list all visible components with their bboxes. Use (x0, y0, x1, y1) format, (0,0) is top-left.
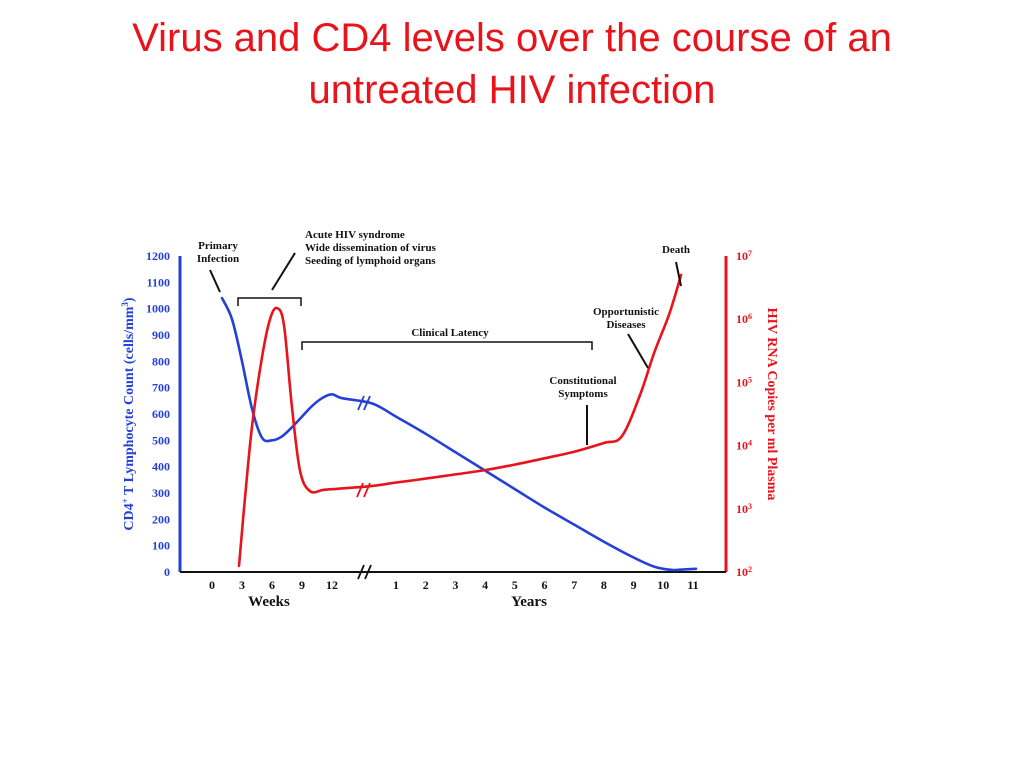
annotation-acute-hiv-syndrome: Wide dissemination of virus (305, 242, 437, 254)
left-tick-label: 100 (152, 539, 170, 553)
left-tick-label: 600 (152, 407, 170, 421)
x-unit-label-years: Years (511, 594, 547, 610)
x-tick-label-weeks: 9 (299, 578, 305, 592)
annotation-primary-infection: Primary (198, 240, 238, 252)
x-tick-label-years: 2 (423, 578, 429, 592)
x-tick-label-weeks: 0 (209, 578, 215, 592)
chart-axes (178, 256, 728, 580)
annotation-acute-hiv-syndrome: Seeding of lymphoid organs (305, 255, 436, 267)
left-tick-label: 200 (152, 512, 170, 526)
left-tick-label: 400 (152, 460, 170, 474)
x-tick-label-weeks: 3 (239, 578, 245, 592)
annotation-clinical-latency: Clinical Latency (411, 327, 489, 339)
x-tick-label-years: 11 (687, 578, 698, 592)
annotation-latency-bracket (301, 341, 593, 350)
annotation-opportunistic-diseases: Opportunistic (593, 306, 659, 318)
rna-break-mark (356, 482, 371, 498)
cd4-break-mark (357, 395, 371, 411)
x-tick-label-weeks: 6 (269, 578, 275, 592)
x-tick-label-years: 6 (542, 578, 548, 592)
x-axis-break-mark (357, 564, 372, 580)
right-tick-label: 103 (736, 501, 752, 516)
x-tick-label-years: 8 (601, 578, 607, 592)
slide-title: Virus and CD4 levels over the course of … (60, 12, 964, 116)
left-tick-label: 0 (164, 565, 170, 579)
left-tick-label: 300 (152, 486, 170, 500)
annotation-opportunistic-pointer (627, 333, 649, 369)
right-tick-label: 102 (736, 565, 752, 580)
x-tick-label-years: 5 (512, 578, 518, 592)
annotation-opportunistic-diseases: Diseases (606, 319, 646, 331)
right-tick-label: 106 (736, 312, 752, 327)
x-tick-label-years: 1 (393, 578, 399, 592)
x-tick-label-years: 4 (482, 578, 488, 592)
left-tick-label: 1100 (147, 275, 170, 289)
chart-series (220, 273, 698, 572)
left-tick-label: 900 (152, 328, 170, 342)
left-tick-label: 1000 (146, 302, 170, 316)
annotation-primary-infection: Infection (197, 253, 239, 265)
left-tick-label: 1200 (146, 249, 170, 263)
cd4-series-line (220, 296, 698, 572)
left-tick-label: 500 (152, 433, 170, 447)
x-tick-label-years: 7 (571, 578, 577, 592)
left-tick-label: 800 (152, 354, 170, 368)
right-tick-label: 104 (736, 438, 752, 453)
right-axis-label: HIV RNA Copies per ml Plasma (764, 308, 779, 501)
right-tick-label: 107 (736, 249, 752, 264)
x-unit-label-weeks: Weeks (248, 594, 290, 610)
x-tick-label-years: 3 (452, 578, 458, 592)
annotation-acute-hiv-syndrome: Acute HIV syndrome (305, 229, 405, 241)
annotation-acute-pointer (271, 252, 296, 291)
annotation-acute-bracket (237, 297, 302, 306)
annotation-death: Death (662, 244, 690, 256)
x-tick-label-years: 10 (657, 578, 669, 592)
left-axis-label: CD4+ T Lymphocyte Count (cells/mm3) (120, 297, 137, 530)
annotation-constitutional-symptoms: Symptoms (558, 388, 608, 400)
annotation-constitutional-symptoms: Constitutional (549, 375, 616, 387)
slide-title-line-2: untreated HIV infection (308, 68, 716, 112)
annotation-primary-pointer (209, 269, 221, 293)
right-tick-label: 105 (736, 375, 752, 390)
x-tick-label-weeks: 12 (326, 578, 338, 592)
x-tick-label-years: 9 (631, 578, 637, 592)
chart-ticks: 0100200300400500600700800900100011001200… (120, 249, 779, 611)
rna-series-line (237, 273, 683, 568)
annotation-death-pointer (675, 261, 682, 287)
left-tick-label: 700 (152, 381, 170, 395)
slide-title-line-1: Virus and CD4 levels over the course of … (132, 16, 892, 60)
